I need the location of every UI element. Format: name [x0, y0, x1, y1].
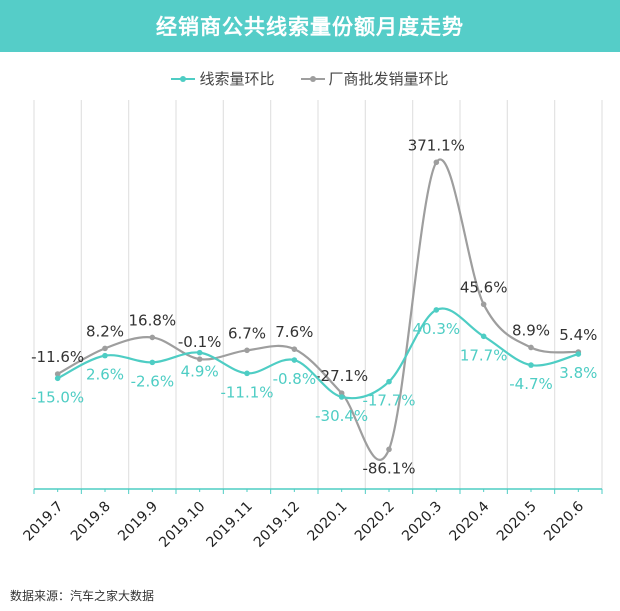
data-point: [386, 446, 392, 453]
data-point: [528, 362, 534, 368]
data-label: -17.7%: [362, 392, 415, 410]
data-label: 16.8%: [129, 311, 177, 329]
data-point: [291, 346, 298, 352]
data-label: 17.7%: [460, 346, 508, 364]
data-point: [480, 301, 487, 308]
legend-swatch-icon: [300, 75, 325, 82]
data-point: [433, 307, 440, 313]
data-point: [102, 345, 108, 352]
data-point: [54, 375, 61, 382]
data-point: [338, 394, 345, 400]
data-point: [244, 370, 250, 377]
x-tick-label: 2019.8: [68, 499, 114, 545]
chart-title: 经销商公共线索量份额月度走势: [0, 0, 620, 52]
data-label: 45.6%: [460, 278, 508, 296]
x-tick-label: 2020.2: [352, 499, 398, 545]
data-point: [149, 359, 156, 366]
source-note: 数据来源：汽车之家大数据: [10, 589, 155, 603]
data-point: [338, 390, 345, 396]
data-label: -30.4%: [315, 407, 368, 425]
data-label: 371.1%: [408, 136, 465, 154]
x-tick-label: 2020.4: [447, 498, 493, 544]
data-point: [196, 356, 203, 362]
data-label: 8.9%: [512, 321, 550, 339]
x-tick-label: 2019.12: [251, 499, 303, 551]
x-tick-label: 2019.7: [21, 499, 67, 545]
data-label: -2.6%: [131, 372, 175, 390]
data-point: [149, 334, 156, 341]
x-tick-label: 2020.5: [494, 499, 540, 545]
data-label: -27.1%: [315, 367, 368, 385]
data-point: [433, 159, 440, 166]
data-point: [291, 357, 298, 363]
data-point: [102, 352, 108, 359]
data-label: 8.2%: [86, 322, 124, 340]
x-tick-label: 2020.6: [541, 498, 587, 544]
data-label: -15.0%: [31, 388, 84, 406]
data-point: [54, 371, 61, 377]
data-label: -11.6%: [31, 348, 84, 366]
data-label: 3.8%: [559, 364, 597, 382]
data-point: [528, 344, 534, 351]
data-label: 5.4%: [559, 326, 597, 344]
data-point: [386, 378, 392, 385]
data-label: 7.6%: [275, 323, 313, 341]
data-label: -0.8%: [273, 370, 317, 388]
data-point: [575, 351, 582, 357]
data-label: -0.1%: [178, 333, 222, 351]
x-tick-label: 2019.9: [115, 499, 161, 545]
data-point: [480, 333, 487, 340]
data-label: 40.3%: [413, 320, 461, 338]
legend-label: 厂商批发销量环比: [328, 70, 449, 88]
data-label: -86.1%: [362, 459, 415, 477]
data-label: -11.1%: [220, 383, 273, 401]
legend-swatch-icon: [171, 75, 196, 82]
legend-item-series-a: 线索量环比: [171, 68, 275, 89]
x-tick-label: 2019.10: [156, 499, 208, 551]
data-label: 4.9%: [181, 363, 219, 381]
legend-item-series-b: 厂商批发销量环比: [300, 68, 449, 89]
legend-label: 线索量环比: [199, 70, 275, 88]
data-label: 2.6%: [86, 366, 124, 384]
data-label: 6.7%: [228, 324, 266, 342]
x-tick-label: 2020.3: [399, 499, 445, 545]
data-point: [196, 349, 203, 356]
x-tick-label: 2019.11: [204, 499, 256, 551]
data-point: [244, 347, 250, 354]
legend: 线索量环比 厂商批发销量环比: [0, 68, 620, 89]
x-tick-label: 2020.1: [305, 499, 351, 545]
data-label: -4.7%: [509, 375, 553, 393]
